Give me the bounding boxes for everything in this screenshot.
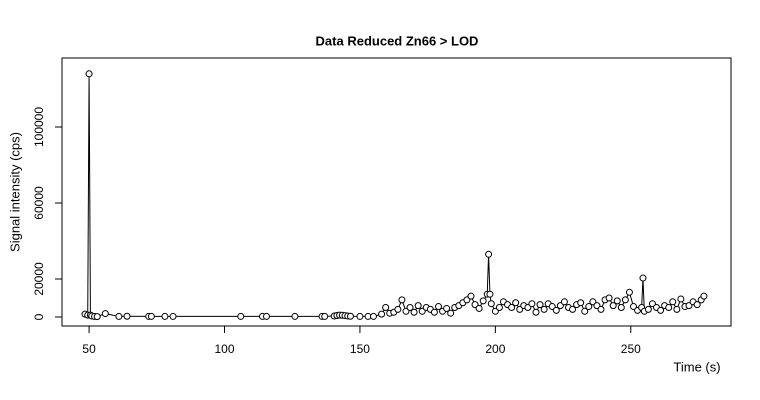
data-point (532, 308, 540, 316)
data-point (609, 302, 617, 310)
x-tick-label: 50 (82, 342, 96, 356)
data-point (639, 274, 647, 282)
data-point (512, 299, 520, 307)
x-tick-label: 100 (214, 342, 234, 356)
data-point (657, 306, 665, 314)
data-point (597, 305, 605, 313)
data-point (356, 312, 364, 320)
data-point (291, 312, 299, 320)
data-point (617, 303, 625, 311)
data-point (665, 303, 673, 311)
data-point (569, 305, 577, 313)
data-point (434, 303, 442, 311)
data-point (467, 292, 475, 300)
data-point (382, 303, 390, 311)
data-point (262, 312, 270, 320)
data-point (486, 290, 494, 298)
data-point (540, 305, 548, 313)
data-point (147, 312, 155, 320)
data-point (394, 305, 402, 313)
x-axis-title: Time (s) (673, 359, 720, 374)
data-point (644, 305, 652, 313)
y-axis-title: Signal intensity (cps) (7, 132, 22, 252)
y-tick-label: 20000 (32, 262, 46, 296)
data-point (581, 307, 589, 315)
data-point (398, 296, 406, 304)
data-point (485, 250, 493, 258)
y-tick-label: 0 (32, 313, 46, 320)
data-point (693, 301, 701, 309)
data-point (479, 297, 487, 305)
data-point (700, 292, 708, 300)
data-point (123, 312, 131, 320)
data-point (625, 288, 633, 296)
data-point (101, 310, 109, 318)
data-point (406, 303, 414, 311)
data-point (487, 300, 495, 308)
data-point (369, 312, 377, 320)
data-point (321, 312, 329, 320)
plot-frame (61, 57, 732, 327)
data-point (585, 303, 593, 311)
data-point (673, 305, 681, 313)
data-point (346, 312, 354, 320)
data-point (410, 308, 418, 316)
chart-title: Data Reduced Zn66 > LOD (316, 33, 479, 48)
data-point (378, 310, 386, 318)
data-point (677, 295, 685, 303)
data-line (84, 73, 705, 318)
data-point (161, 312, 169, 320)
data-point (115, 312, 123, 320)
data-point (552, 306, 560, 314)
x-tick-label: 200 (485, 342, 505, 356)
data-point (508, 303, 516, 311)
data-point (237, 312, 245, 320)
data-point (560, 298, 568, 306)
data-point (621, 296, 629, 304)
y-tick-label: 100000 (32, 107, 46, 147)
data-point (85, 70, 93, 78)
data-point (669, 298, 677, 306)
data-point (577, 299, 585, 307)
data-point (528, 300, 536, 308)
data-point (475, 304, 483, 312)
y-tick-label: 60000 (32, 186, 46, 220)
x-tick-label: 150 (350, 342, 370, 356)
x-tick-label: 250 (621, 342, 641, 356)
data-point (447, 309, 455, 317)
data-point (536, 301, 544, 309)
data-point (93, 313, 101, 321)
data-point (605, 294, 613, 302)
data-point (495, 303, 503, 311)
data-point (169, 312, 177, 320)
data-point (430, 308, 438, 316)
data-point (443, 304, 451, 312)
data-point (613, 297, 621, 305)
data-point (414, 302, 422, 310)
